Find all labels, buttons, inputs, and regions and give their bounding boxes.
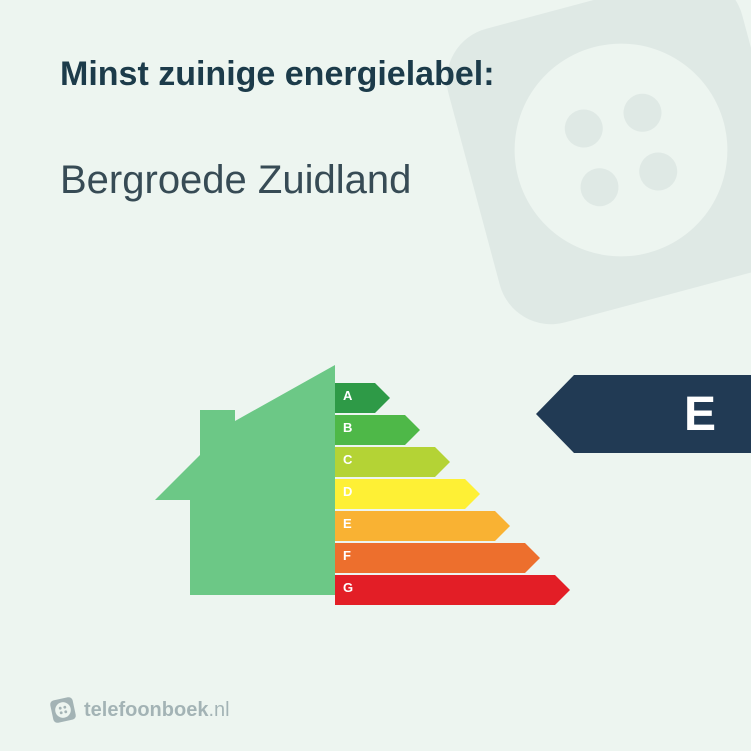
rating-letter: E xyxy=(684,387,716,442)
bar-label: F xyxy=(343,548,351,563)
bar-label: A xyxy=(343,388,352,403)
brand-icon xyxy=(48,695,79,726)
house-icon xyxy=(135,365,335,595)
bar-label: C xyxy=(343,452,352,467)
badge-shape xyxy=(536,375,751,453)
location-name: Bergroede Zuidland xyxy=(60,158,411,203)
brand-bold: telefoonboek xyxy=(84,699,208,721)
rating-badge: E xyxy=(536,375,751,453)
page-title: Minst zuinige energielabel: xyxy=(60,55,495,94)
brand-text: telefoonboek.nl xyxy=(84,699,230,722)
bar-label: B xyxy=(343,420,352,435)
bar-label: G xyxy=(343,580,353,595)
footer-brand: telefoonboek.nl xyxy=(50,697,230,723)
brand-light: .nl xyxy=(208,699,229,721)
bar-label: E xyxy=(343,516,352,531)
bar-label: D xyxy=(343,484,352,499)
